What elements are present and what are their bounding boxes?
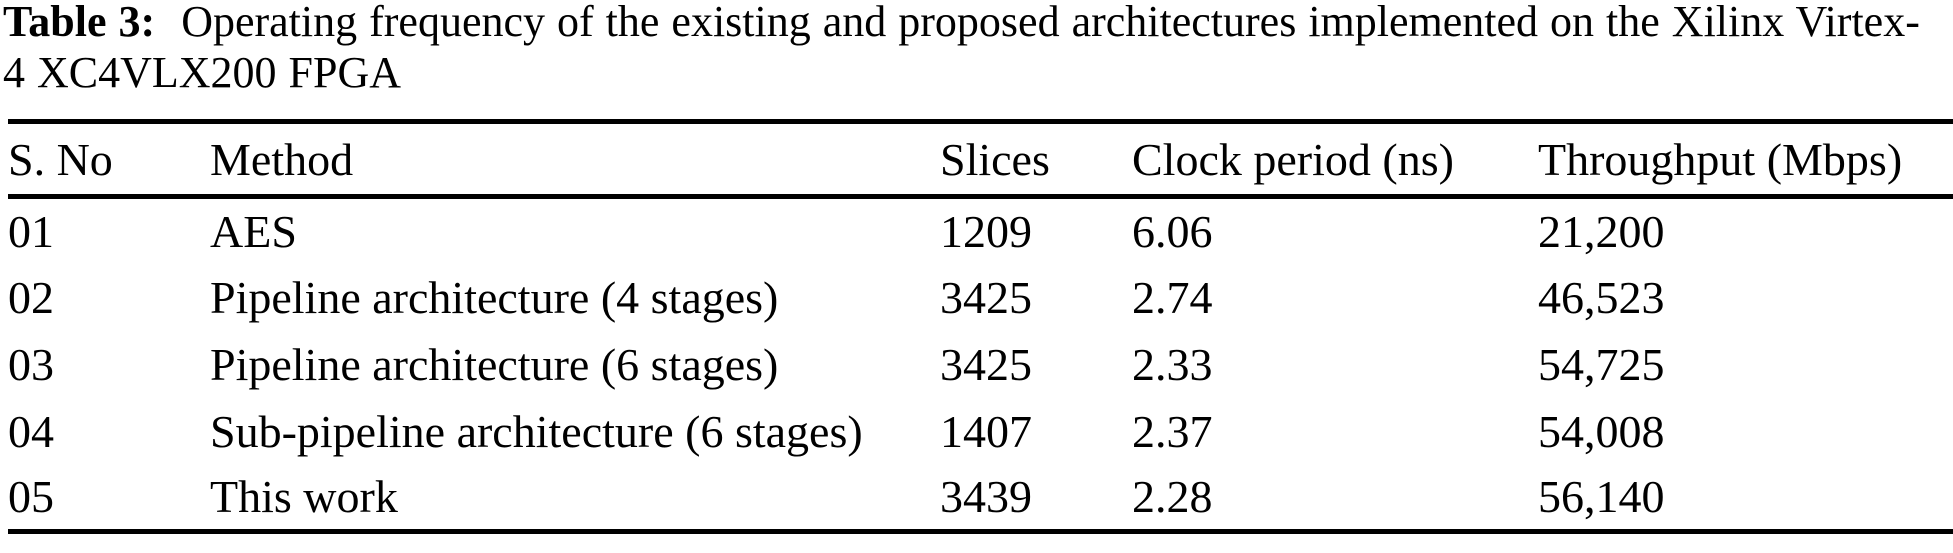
table-row: 02 Pipeline architecture (4 stages) 3425… (8, 264, 1953, 331)
column-header-s-no: S. No (8, 133, 113, 185)
table-row: 05 This work 3439 2.28 56,140 (8, 465, 1953, 532)
table-row: 04 Sub-pipeline architecture (6 stages) … (8, 398, 1953, 465)
results-table: S. No Method Slices Clock period (ns) Th… (8, 119, 1953, 534)
column-header-clock-period: Clock period (ns) (1132, 133, 1454, 185)
table-caption: Table 3: Operating frequency of the exist… (3, 0, 1953, 98)
table-row: 01 AES 1209 6.06 21,200 (8, 197, 1953, 264)
table-body: 01 AES 1209 6.06 21,200 02 Pipeline arch… (8, 197, 1953, 532)
cell-method: This work (210, 471, 398, 523)
cell-slices: 3425 (940, 271, 1032, 323)
cell-method: AES (210, 205, 297, 257)
cell-s-no: 03 (8, 338, 54, 390)
cell-throughput: 46,523 (1538, 271, 1665, 323)
cell-clock-period: 2.74 (1132, 271, 1213, 323)
cell-s-no: 01 (8, 205, 54, 257)
header-row: S. No Method Slices Clock period (ns) Th… (8, 122, 1953, 197)
caption-text: Operating frequency of the existing and … (181, 0, 1920, 46)
cell-clock-period: 2.37 (1132, 405, 1213, 457)
cell-method: Pipeline architecture (6 stages) (210, 338, 779, 390)
table-row: 03 Pipeline architecture (6 stages) 3425… (8, 331, 1953, 398)
cell-clock-period: 2.28 (1132, 471, 1213, 523)
cell-throughput: 56,140 (1538, 471, 1665, 523)
caption-line-2: 4 XC4VLX200 FPGA (3, 48, 402, 97)
cell-s-no: 05 (8, 471, 54, 523)
cell-slices: 3439 (940, 471, 1032, 523)
cell-throughput: 54,725 (1538, 338, 1665, 390)
cell-clock-period: 6.06 (1132, 205, 1213, 257)
table-header: S. No Method Slices Clock period (ns) Th… (8, 122, 1953, 197)
cell-s-no: 04 (8, 405, 54, 457)
cell-slices: 1209 (940, 205, 1032, 257)
cell-method: Sub-pipeline architecture (6 stages) (210, 405, 863, 457)
caption-table-number: Table 3: (3, 0, 156, 46)
column-header-slices: Slices (940, 133, 1050, 185)
cell-slices: 3425 (940, 338, 1032, 390)
cell-throughput: 21,200 (1538, 205, 1665, 257)
cell-clock-period: 2.33 (1132, 338, 1213, 390)
cell-s-no: 02 (8, 271, 54, 323)
cell-slices: 1407 (940, 405, 1032, 457)
column-header-method: Method (210, 133, 354, 185)
cell-method: Pipeline architecture (4 stages) (210, 271, 779, 323)
cell-throughput: 54,008 (1538, 405, 1665, 457)
column-header-throughput: Throughput (Mbps) (1538, 133, 1903, 185)
caption-line-1: Table 3: Operating frequency of the exist… (3, 0, 1953, 47)
